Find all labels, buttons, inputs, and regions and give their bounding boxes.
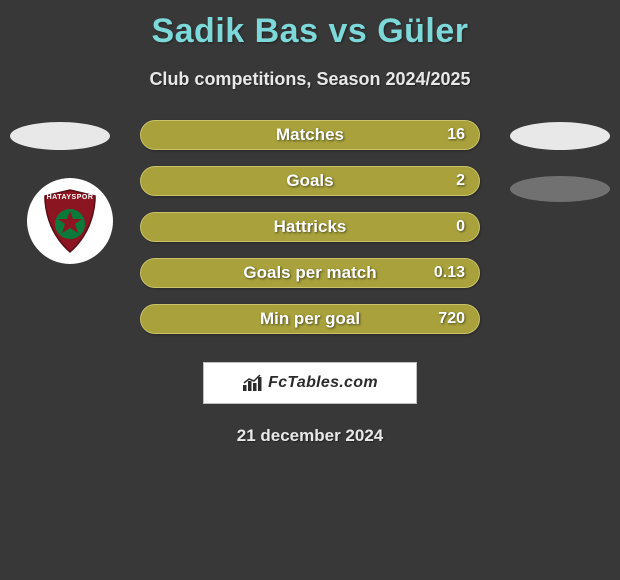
stat-bar-hattricks: Hattricks 0 <box>140 212 480 242</box>
left-player-ellipse <box>10 122 110 150</box>
club-badge: HATAYSPOR <box>20 178 120 264</box>
stat-label: Matches <box>276 125 344 145</box>
attribution-box: FcTables.com <box>203 362 417 404</box>
badge-name: HATAYSPOR <box>39 194 101 201</box>
stat-value: 0 <box>456 218 465 236</box>
right-player-ellipse-2 <box>510 176 610 202</box>
stat-value: 0.13 <box>434 264 465 282</box>
stat-bar-goals-per-match: Goals per match 0.13 <box>140 258 480 288</box>
stat-bar-min-per-goal: Min per goal 720 <box>140 304 480 334</box>
date-text: 21 december 2024 <box>0 426 620 446</box>
page-title: Sadik Bas vs Güler <box>0 0 620 51</box>
stat-label: Goals per match <box>243 263 376 283</box>
badge-circle: HATAYSPOR <box>27 178 113 264</box>
stat-value: 16 <box>447 126 465 144</box>
attribution-text: FcTables.com <box>268 374 378 392</box>
subtitle: Club competitions, Season 2024/2025 <box>0 69 620 90</box>
bar-chart-icon <box>242 374 264 392</box>
stat-bar-matches: Matches 16 <box>140 120 480 150</box>
badge-shield: HATAYSPOR <box>39 188 101 254</box>
stat-value: 2 <box>456 172 465 190</box>
stat-label: Min per goal <box>260 309 360 329</box>
stat-label: Hattricks <box>274 217 347 237</box>
stat-bar-goals: Goals 2 <box>140 166 480 196</box>
right-player-ellipse-1 <box>510 122 610 150</box>
stat-label: Goals <box>286 171 333 191</box>
stat-value: 720 <box>438 310 465 328</box>
